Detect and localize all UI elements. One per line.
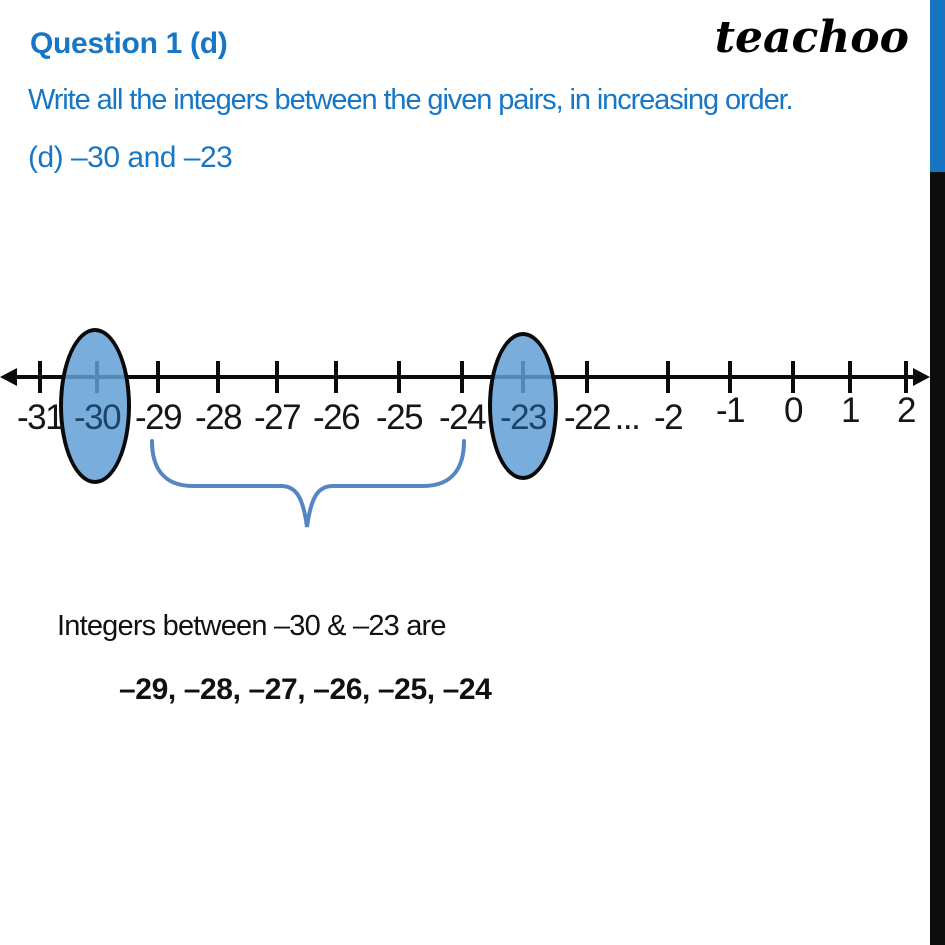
question-part-d: (d) –30 and –23 xyxy=(28,141,233,174)
tick-mark--24 xyxy=(460,361,464,393)
tick-mark--2 xyxy=(666,361,670,393)
highlight-ellipse--30 xyxy=(59,328,131,484)
numberline-label-...: ... xyxy=(614,398,641,437)
numberline-right-arrow-icon xyxy=(913,368,930,386)
right-edge-blue-bar xyxy=(930,0,945,172)
question-title: Question 1 (d) xyxy=(30,27,228,60)
tick-mark--1 xyxy=(728,361,732,393)
tick-mark--29 xyxy=(156,361,160,393)
highlight-ellipse--23 xyxy=(488,332,558,480)
tick-mark--31 xyxy=(38,361,42,393)
numberline-label--25: -25 xyxy=(375,398,424,437)
numberline-label-2: 2 xyxy=(897,391,916,430)
numberline-label--22: -22 xyxy=(563,398,612,437)
numberline-label--30: -30 xyxy=(73,398,122,437)
numberline-label--31: -31 xyxy=(16,398,65,437)
tick-mark-0 xyxy=(791,361,795,393)
numberline-label--24: -24 xyxy=(438,398,487,437)
answer-values: –29, –28, –27, –26, –25, –24 xyxy=(119,673,492,706)
tick-mark-1 xyxy=(848,361,852,393)
numberline-label-0: 0 xyxy=(784,391,803,430)
right-edge-black-bar xyxy=(930,172,945,945)
tick-mark--25 xyxy=(397,361,401,393)
tick-mark--27 xyxy=(275,361,279,393)
tick-mark-2 xyxy=(904,361,908,393)
numberline-label--27: -27 xyxy=(253,398,302,437)
tick-mark--28 xyxy=(216,361,220,393)
tick-mark--26 xyxy=(334,361,338,393)
answer-intro: Integers between –30 & –23 are xyxy=(57,610,447,642)
numberline-label--1: -1 xyxy=(715,391,746,430)
numberline-label--26: -26 xyxy=(312,398,361,437)
numberline-label--29: -29 xyxy=(134,398,183,437)
tick-mark--22 xyxy=(585,361,589,393)
numberline-label--23: -23 xyxy=(499,398,548,437)
numberline-label--28: -28 xyxy=(194,398,243,437)
numberline-label-1: 1 xyxy=(841,391,860,430)
numberline-label--2: -2 xyxy=(653,398,684,437)
question-text: Write all the integers between the given… xyxy=(28,84,794,116)
teachoo-logo: teachoo xyxy=(714,12,909,63)
